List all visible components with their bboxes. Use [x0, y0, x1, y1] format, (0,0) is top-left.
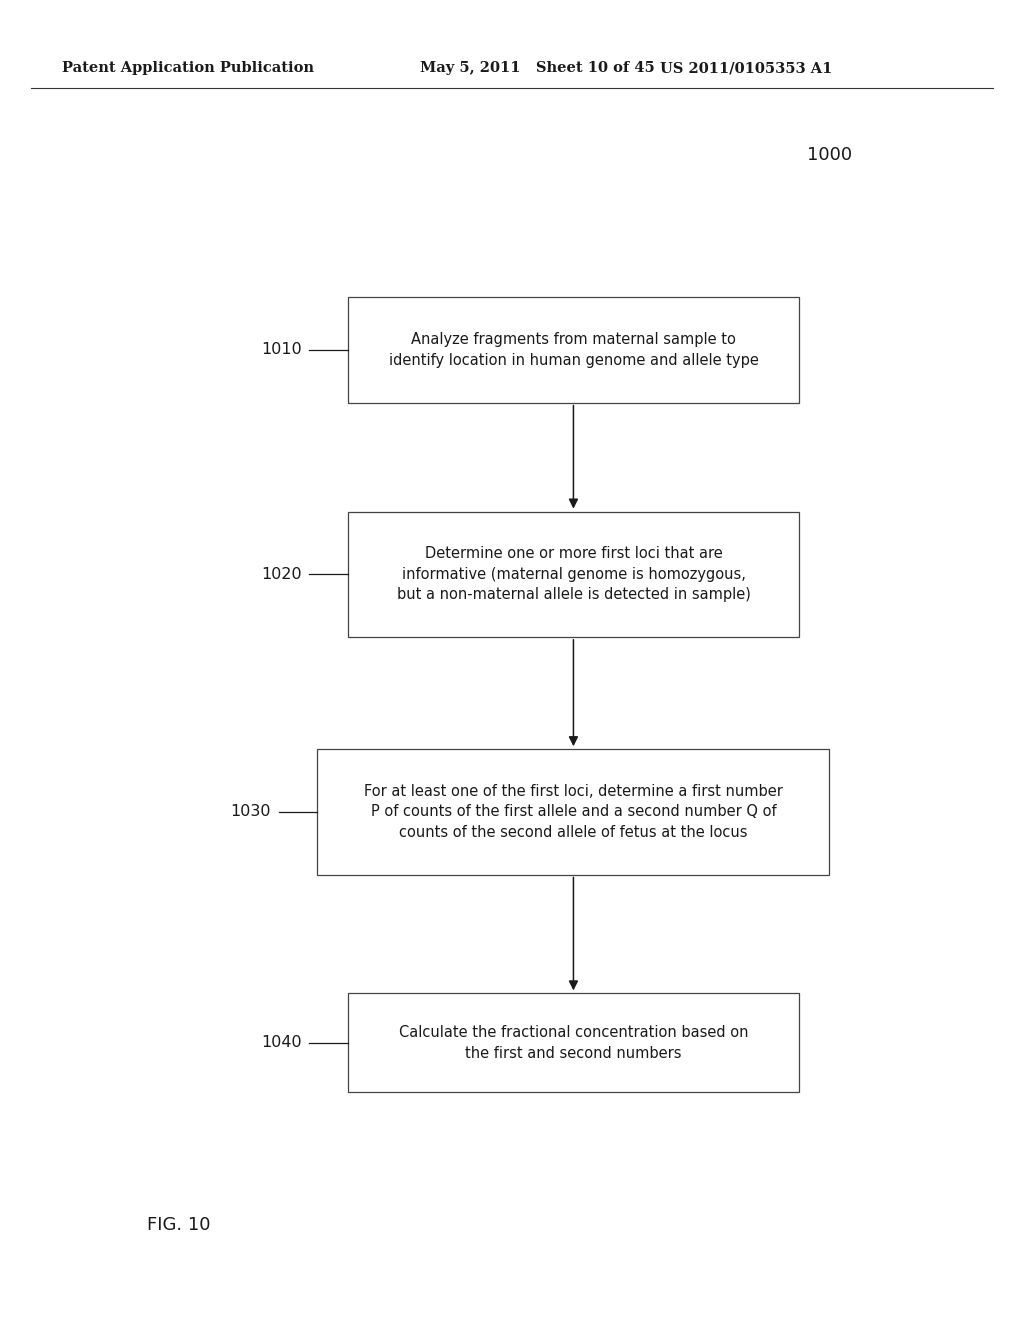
Text: For at least one of the first loci, determine a first number
P of counts of the : For at least one of the first loci, dete… [364, 784, 783, 840]
Bar [348, 512, 799, 638]
Text: Patent Application Publication: Patent Application Publication [62, 61, 314, 75]
Text: 1010: 1010 [261, 342, 302, 358]
Bar [348, 993, 799, 1093]
Text: 1020: 1020 [261, 566, 302, 582]
Text: 1000: 1000 [808, 147, 853, 164]
Text: FIG. 10: FIG. 10 [147, 1216, 211, 1234]
Text: Calculate the fractional concentration based on
the first and second numbers: Calculate the fractional concentration b… [398, 1026, 749, 1060]
Bar [348, 297, 799, 403]
Text: Analyze fragments from maternal sample to
identify location in human genome and : Analyze fragments from maternal sample t… [388, 333, 759, 367]
Bar [317, 750, 829, 874]
Text: 1040: 1040 [261, 1035, 302, 1051]
Text: May 5, 2011   Sheet 10 of 45: May 5, 2011 Sheet 10 of 45 [420, 61, 654, 75]
Text: US 2011/0105353 A1: US 2011/0105353 A1 [660, 61, 833, 75]
Text: Determine one or more first loci that are
informative (maternal genome is homozy: Determine one or more first loci that ar… [396, 546, 751, 602]
Text: 1030: 1030 [230, 804, 271, 820]
